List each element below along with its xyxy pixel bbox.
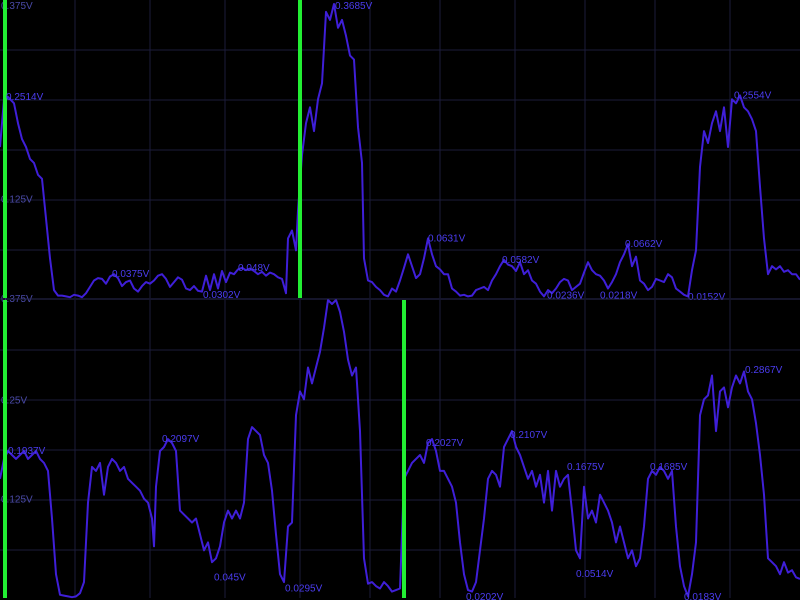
peak-value-label: 0.048V [238,263,270,274]
voltage-trace [0,3,800,299]
peak-value-label: 0.0631V [428,233,466,244]
peak-value-label: 0.3685V [335,1,373,12]
peak-value-label: 0.0202V [466,592,504,600]
peak-value-label: 0.0295V [285,583,323,594]
peak-value-label: 0.0302V [203,290,241,301]
peak-value-label: 0.2867V [745,365,783,376]
peak-value-label: 0.0662V [625,239,663,250]
peak-value-label: 0.2107V [510,430,548,441]
peak-value-label: 0.045V [214,572,246,583]
peak-value-label: 0.2514V [6,92,44,103]
y-tick-label: 0.25V [1,395,27,406]
top-trace-panel: 0.375V0.125V0.375V0.2514V0.0375V0.0302V0… [0,0,800,305]
peak-value-label: 0.1685V [650,462,688,473]
peak-value-label: 0.0218V [600,291,638,302]
peak-value-label: 0.0375V [112,269,150,280]
peak-value-label: 0.0514V [576,569,614,580]
y-tick-label: 0.125V [1,495,33,506]
grid-lines [0,0,800,298]
peak-value-label: 0.0582V [502,255,540,266]
peak-value-label: 0.0183V [684,592,722,600]
peak-value-label: 0.1675V [567,462,605,473]
peak-value-label: 0.2097V [162,434,200,445]
bottom-trace-panel: 0.25V 0.125V 0.1937V 0.2097V 0.045V 0.0295V 0.… [0,299,800,600]
peak-value-label: 0.0236V [547,291,585,302]
peak-value-label: 0.2554V [734,90,772,101]
y-tick-label: 0.125V [1,195,33,206]
peak-value-label: 0.1937V [8,446,46,457]
y-tick-label: 0.375V [1,1,33,12]
peak-value-label: 0.0152V [688,292,726,303]
peak-value-label: 0.2027V [426,438,464,449]
voltage-trace [0,299,800,599]
